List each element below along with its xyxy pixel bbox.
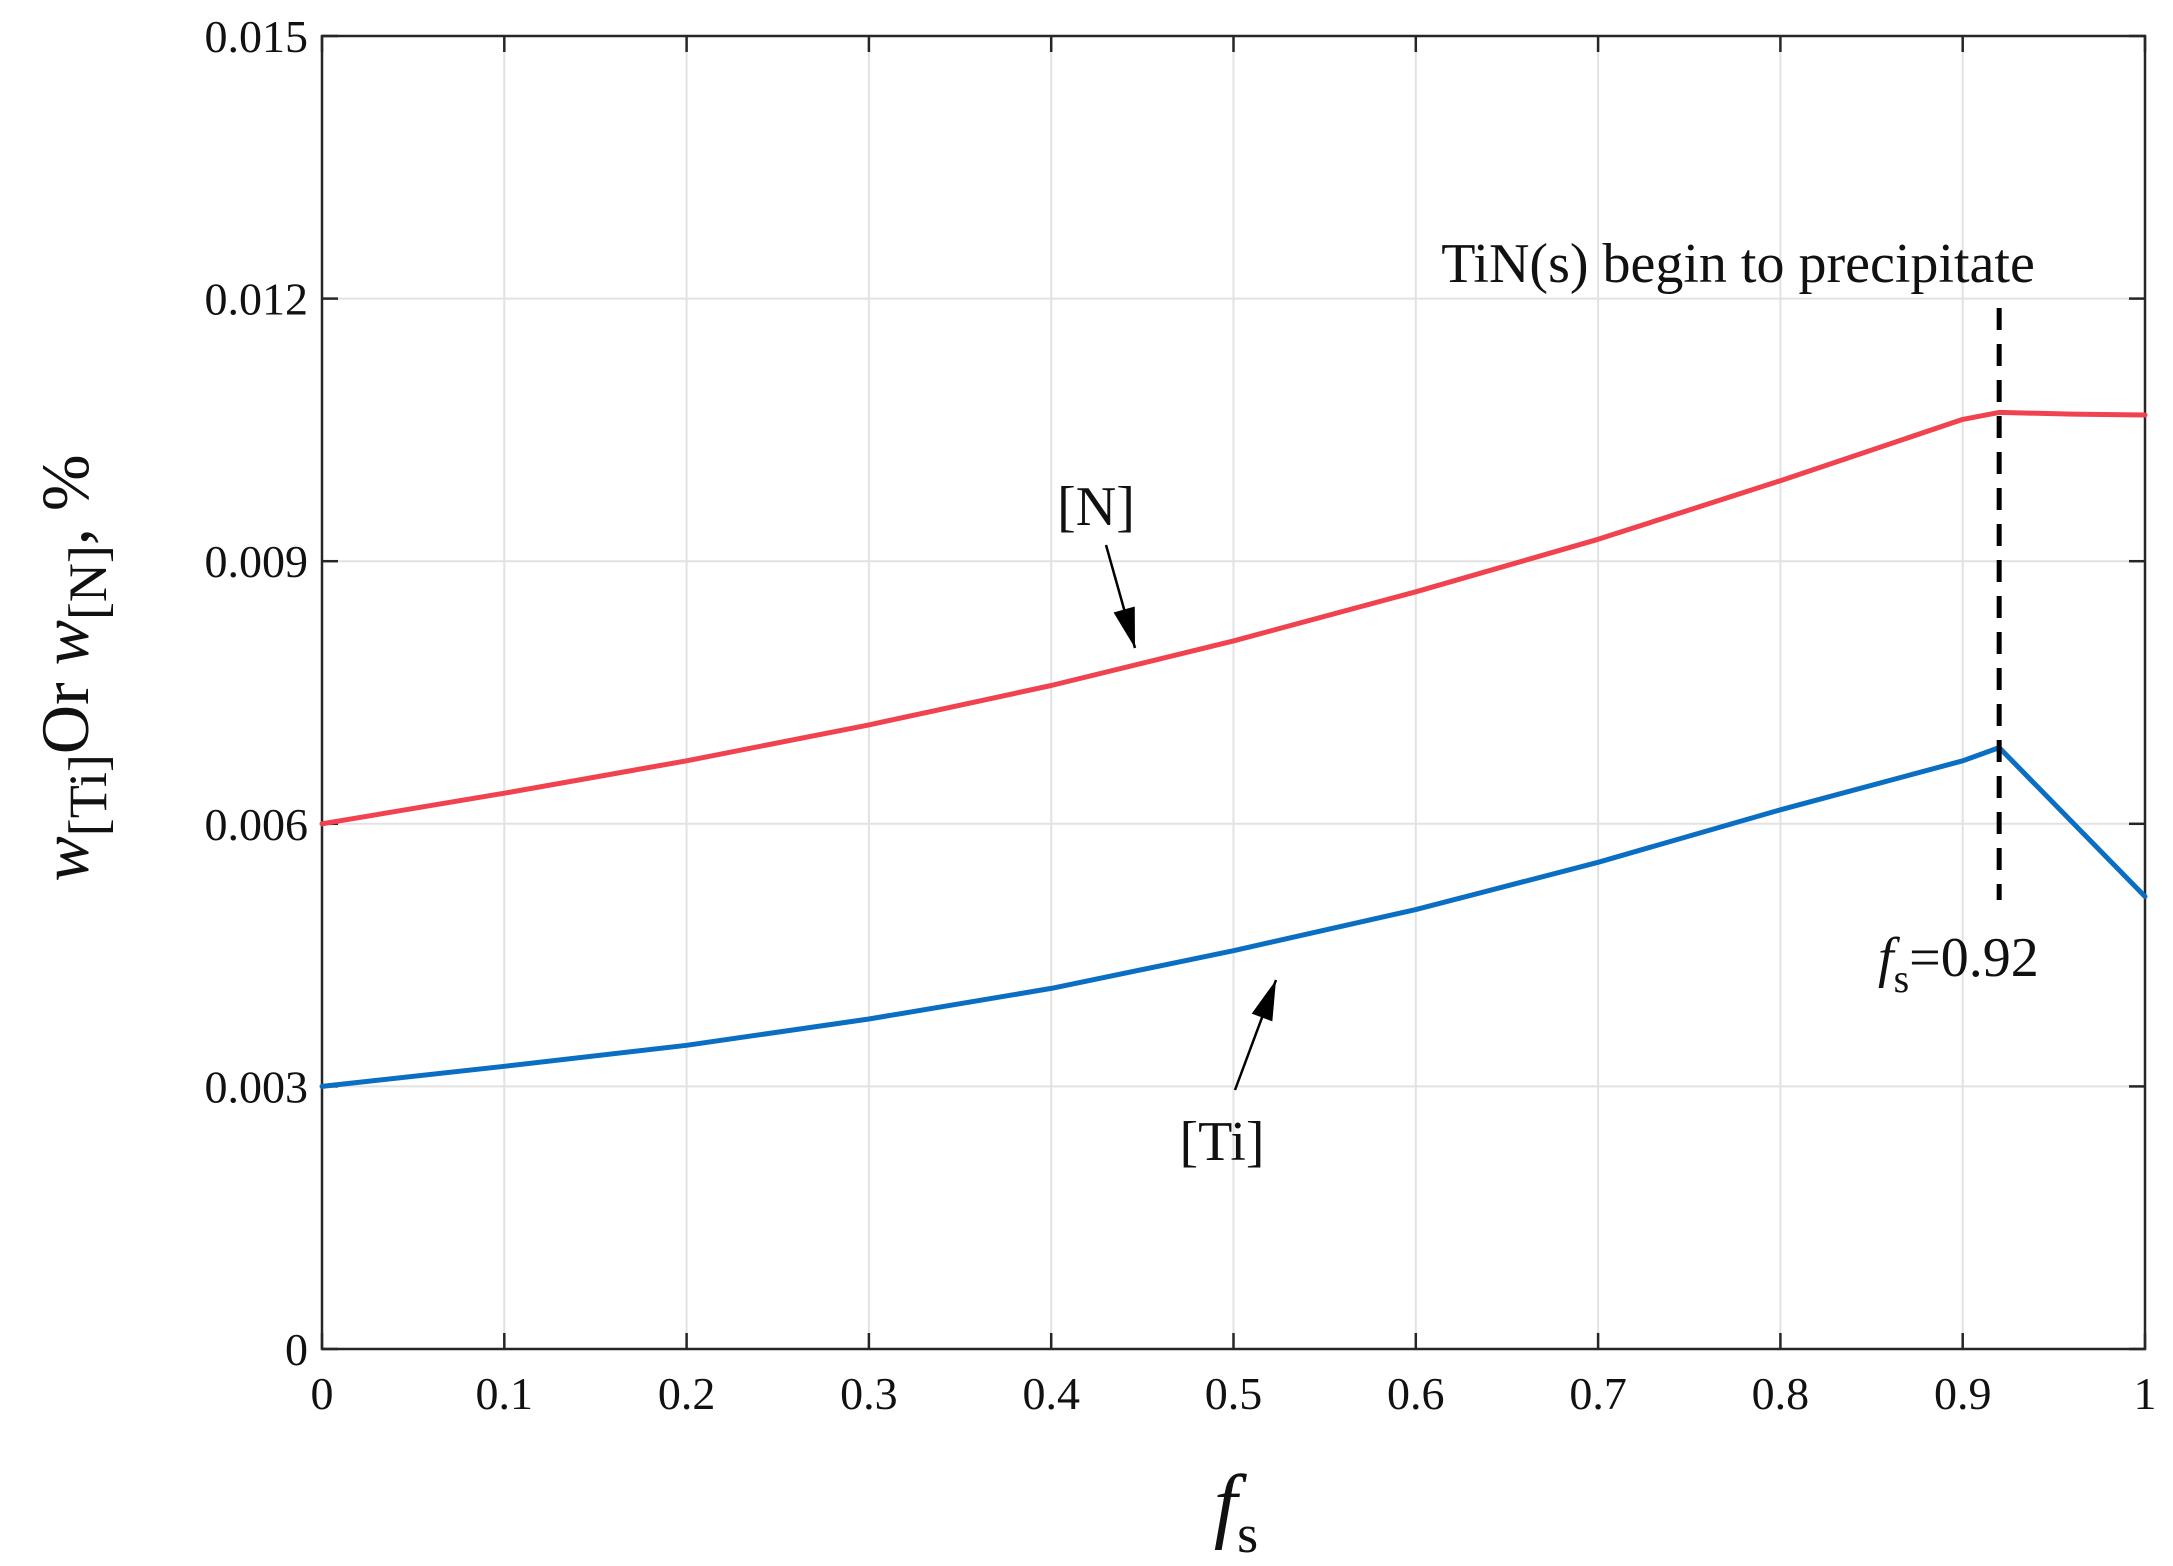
annotation-ti-label: [Ti] [1179, 1111, 1264, 1173]
y-axis-title-w2: w [27, 620, 103, 665]
arrow-n-head [1113, 606, 1135, 648]
x-tick-label: 1 [2134, 1368, 2157, 1419]
y-tick-label: 0.009 [205, 536, 309, 587]
annotation-n-label: [N] [1057, 476, 1135, 538]
x-tick-label: 0.4 [1022, 1368, 1080, 1419]
y-tick-label: 0 [285, 1324, 308, 1375]
svg-text:w[Ti]Or w[N], %: w[Ti]Or w[N], % [27, 454, 118, 881]
annotation-fs-sub: s [1894, 956, 1910, 1001]
x-tick-label: 0.2 [658, 1368, 716, 1419]
y-axis-title-or: Or [27, 682, 103, 754]
tick-labels: 0 0.1 0.2 0.3 0.4 0.5 0.6 0.7 0.8 0.9 1 0 0.003 0.006… [205, 11, 2157, 1419]
x-tick-label: 0.8 [1752, 1368, 1810, 1419]
series-layer [319, 409, 2148, 1089]
annotation-fs-eq: =0.92 [1909, 927, 2039, 989]
x-tick-label: 0.9 [1934, 1368, 1992, 1419]
y-axis-title-unit: , % [27, 454, 103, 545]
x-tick-label: 0.5 [1205, 1368, 1263, 1419]
y-axis-title-sub2: [N] [58, 545, 118, 620]
arrow-ti-head [1251, 980, 1276, 1022]
y-axis-title-sub1: [Ti] [58, 754, 118, 836]
y-axis-title: w[Ti]Or w[N], % [27, 454, 118, 881]
x-tick-label: 0 [311, 1368, 334, 1419]
x-axis-title: fs [1214, 1458, 1258, 1564]
y-tick-label: 0.012 [205, 274, 309, 325]
series-line-ti [319, 745, 2148, 1089]
y-axis-title-w1: w [27, 836, 103, 881]
x-tick-label: 0.1 [476, 1368, 534, 1419]
x-tick-label: 0.7 [1569, 1368, 1627, 1419]
x-tick-label: 0.3 [840, 1368, 898, 1419]
series-line-n [319, 409, 2148, 827]
y-tick-label: 0.015 [205, 11, 309, 62]
x-tick-label: 0.6 [1387, 1368, 1445, 1419]
y-tick-label: 0.006 [205, 799, 309, 850]
x-axis-title-sub: s [1237, 1504, 1258, 1564]
plot-frame [320, 34, 2147, 1351]
annotations [1104, 308, 2002, 1091]
y-tick-label: 0.003 [205, 1061, 309, 1112]
annotation-precip-label: TiN(s) begin to precipitate [1441, 233, 2035, 295]
